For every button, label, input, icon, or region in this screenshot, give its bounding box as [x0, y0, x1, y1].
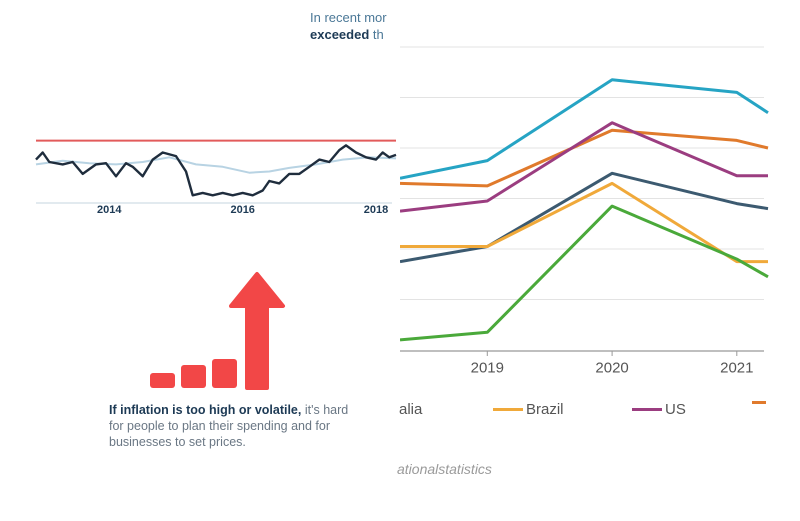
up-arrow-icon	[229, 272, 285, 390]
intro-line-2: exceeded th	[310, 26, 400, 43]
legend-swatch-brazil	[493, 408, 523, 411]
legend-item-other	[752, 401, 769, 404]
intro-bold-word: exceeded	[310, 27, 370, 42]
legend-swatch-other	[752, 401, 766, 404]
inflation-caption: If inflation is too high or volatile, it…	[109, 402, 349, 450]
legend-swatch-us	[632, 408, 662, 411]
source-note: ationalstatistics	[397, 461, 492, 477]
series-line-teal	[400, 78, 769, 180]
x-tick-label-2: 2021	[720, 359, 753, 376]
series-line-inflation	[35, 144, 397, 197]
icon-bar-2	[181, 365, 206, 388]
intro-line-2-rest: th	[369, 27, 384, 42]
left-infographic-panel: In recent mor exceeded th 2014 2016 2018 I…	[35, 9, 400, 450]
series-line-orange	[400, 128, 769, 188]
icon-bar-3	[212, 359, 237, 388]
caption-rest: it's hard for people to plan their spend…	[109, 403, 349, 449]
series-line-navy	[400, 171, 769, 264]
legend-item-us: US	[632, 401, 686, 418]
x-tick-label-0: 2019	[471, 359, 504, 376]
rising-inflation-icon	[150, 272, 285, 390]
right-chart-panel: 2019 2020 2021	[400, 0, 800, 521]
legend-label-brazil: Brazil	[526, 401, 564, 418]
x-tick-label-1: 2020	[595, 359, 628, 376]
series-line-purple	[400, 121, 768, 213]
intro-line-1: In recent mor	[310, 10, 387, 25]
legend-item-australia: alia	[399, 401, 422, 418]
icon-bar-1	[150, 373, 175, 388]
caption-bold: If inflation is too high or volatile,	[109, 403, 302, 417]
inflation-history-chart: 2014 2016 2018	[35, 139, 397, 216]
intro-text: In recent mor exceeded th	[310, 9, 400, 43]
x-tick-label-1: 2016	[230, 204, 254, 216]
x-tick-label-0: 2014	[97, 204, 122, 216]
country-inflation-chart: 2019 2020 2021	[400, 46, 769, 376]
series-line-comparison	[35, 156, 397, 174]
legend-label-australia: alia	[399, 401, 423, 418]
x-tick-label-2: 2018	[364, 204, 388, 216]
series-line-green	[400, 204, 769, 342]
legend-item-brazil: Brazil	[493, 401, 564, 418]
series-line-gold	[400, 181, 768, 264]
legend-label-us: US	[665, 401, 686, 418]
